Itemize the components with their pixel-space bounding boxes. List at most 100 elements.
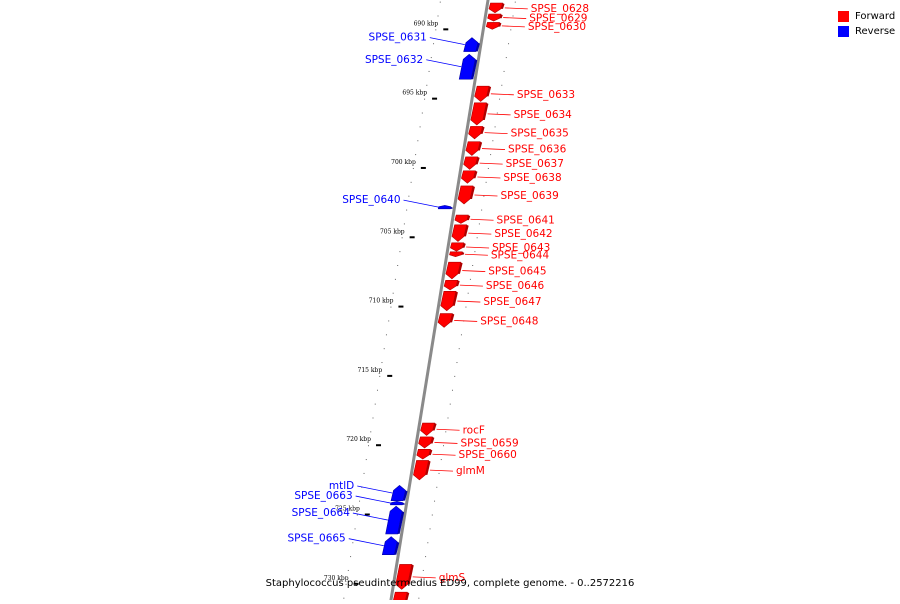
guide-dot — [374, 403, 376, 405]
guide-dot — [496, 112, 498, 114]
guide-dot — [501, 84, 503, 86]
gene-spse_0631: SPSE_0631 — [369, 32, 480, 52]
guide-dot — [343, 597, 345, 599]
guide-dot — [483, 195, 485, 197]
gene-label: rocF — [463, 424, 485, 436]
gene-rocf: rocF — [420, 422, 485, 436]
guide-dot — [456, 362, 458, 364]
gene-label: SPSE_0636 — [508, 144, 567, 156]
gene-spse_0665: SPSE_0665 — [287, 533, 400, 556]
gene-label: SPSE_0637 — [506, 158, 564, 170]
gene-spse_0630: SPSE_0630 — [485, 21, 586, 33]
gene-spse_0664: SPSE_0664 — [292, 505, 405, 535]
guide-dot — [370, 431, 372, 433]
gene-label: SPSE_0634 — [514, 109, 573, 121]
guide-dot — [424, 98, 426, 100]
legend-swatch-forward — [838, 11, 849, 22]
guide-dot — [430, 57, 432, 59]
guide-dot — [435, 29, 437, 31]
tick-mark — [432, 97, 438, 100]
guide-dot — [429, 528, 431, 530]
guide-dot — [365, 459, 367, 461]
guide-dot — [372, 417, 374, 419]
guide-dot — [454, 375, 456, 377]
guide-dot — [510, 29, 512, 31]
gene-label: SPSE_0632 — [365, 54, 423, 66]
gene-label: SPSE_0660 — [459, 449, 517, 461]
gene-spse_0629: SPSE_0629 — [487, 13, 587, 25]
tick-label: 730 kbp — [324, 575, 349, 582]
gene-label: SPSE_0638 — [503, 172, 561, 184]
guide-dot — [379, 375, 381, 377]
legend-swatch-reverse — [838, 26, 849, 37]
gene-label: SPSE_0630 — [528, 21, 586, 33]
gene-label: SPSE_0663 — [294, 490, 352, 502]
guide-dot — [394, 278, 396, 280]
gene-spse_0634: SPSE_0634 — [470, 102, 573, 126]
gene-spse_0632: SPSE_0632 — [365, 54, 478, 80]
guide-dot — [465, 306, 467, 308]
tick-mark — [443, 28, 449, 31]
gene-spse_0638: SPSE_0638 — [461, 170, 562, 184]
gene-spse_0645: SPSE_0645 — [445, 261, 547, 280]
gene-spse_0639: SPSE_0639 — [457, 185, 559, 205]
guide-dot — [417, 140, 419, 142]
guide-dot — [472, 264, 474, 266]
guide-dot — [356, 514, 358, 516]
gene-label: SPSE_0645 — [488, 266, 546, 278]
guide-dot — [451, 389, 453, 391]
guide-dot — [408, 195, 410, 197]
guide-dot — [415, 154, 417, 156]
gene-label: SPSE_0642 — [494, 228, 552, 240]
gene-spse_0636: SPSE_0636 — [465, 141, 567, 156]
gene-glmm: glmM — [413, 460, 485, 481]
guide-dot — [352, 542, 354, 544]
gene-spse_0635: SPSE_0635 — [468, 126, 569, 140]
guide-dot — [410, 181, 412, 183]
gene-label: SPSE_0628 — [531, 3, 589, 15]
tick-label: 720 kbp — [346, 436, 371, 443]
guide-dot — [412, 167, 414, 169]
genome-caption: Staphylococcus pseudintermedius ED99, co… — [265, 578, 635, 589]
tick-mark — [376, 444, 382, 447]
guide-dot — [381, 362, 383, 364]
guide-dot — [476, 237, 478, 239]
legend-label-reverse: Reverse — [855, 26, 896, 37]
gene-label: SPSE_0635 — [511, 128, 569, 140]
gene-label: SPSE_0665 — [287, 533, 345, 545]
guide-dot — [418, 597, 420, 599]
tick-mark — [420, 166, 426, 169]
legend-label-forward: Forward — [855, 11, 896, 22]
guide-dot — [458, 348, 460, 350]
gene-glms: glmS — [395, 564, 466, 590]
guide-dot — [426, 84, 428, 86]
tick-mark — [387, 374, 393, 377]
guide-dot — [505, 57, 507, 59]
guide-dot — [399, 251, 401, 253]
tick-mark — [409, 236, 415, 239]
gene-spse_0640: SPSE_0640 — [342, 194, 453, 210]
guide-dot — [447, 417, 449, 419]
guide-dot — [440, 459, 442, 461]
guide-dot — [503, 70, 505, 72]
gene-label: glmM — [456, 465, 485, 477]
guide-dot — [428, 70, 430, 72]
guide-dot — [443, 445, 445, 447]
guide-dot — [354, 528, 356, 530]
guide-dot — [419, 126, 421, 128]
gene-label: SPSE_0639 — [500, 190, 558, 202]
guide-dot — [345, 583, 347, 585]
gene-spse_0647: SPSE_0647 — [440, 291, 542, 312]
guide-dot — [350, 556, 352, 558]
guide-dot — [449, 403, 451, 405]
guide-dot — [383, 348, 385, 350]
gene-mtld: mtlD — [329, 480, 408, 501]
guide-dot — [487, 167, 489, 169]
genome-backbone — [388, 0, 490, 604]
gene-spse_0633: SPSE_0633 — [474, 85, 575, 102]
gene-label: SPSE_0629 — [529, 13, 587, 25]
tick-mark — [353, 582, 359, 585]
legend-item-reverse: Reverse — [838, 24, 895, 39]
tick-label: 710 kbp — [369, 298, 394, 305]
